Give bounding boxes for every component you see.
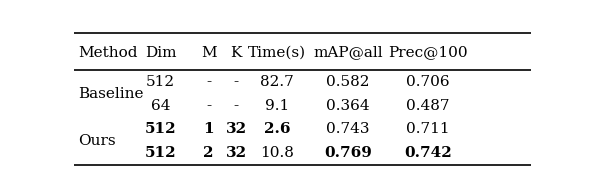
Text: 9.1: 9.1 [265, 99, 289, 113]
Text: Baseline: Baseline [78, 87, 144, 101]
Text: 2: 2 [204, 146, 214, 160]
Text: 0.706: 0.706 [407, 75, 450, 89]
Text: Method: Method [78, 46, 138, 60]
Text: 10.8: 10.8 [260, 146, 294, 160]
Text: Time(s): Time(s) [248, 46, 306, 60]
Text: -: - [234, 75, 238, 89]
Text: M: M [201, 46, 217, 60]
Text: 0.487: 0.487 [407, 99, 450, 113]
Text: -: - [206, 99, 211, 113]
Text: Ours: Ours [78, 134, 116, 148]
Text: 512: 512 [145, 146, 176, 160]
Text: 0.769: 0.769 [324, 146, 372, 160]
Text: -: - [206, 75, 211, 89]
Text: 512: 512 [146, 75, 175, 89]
Text: mAP@all: mAP@all [313, 46, 383, 60]
Text: 512: 512 [145, 122, 176, 137]
Text: 32: 32 [225, 146, 247, 160]
Text: 82.7: 82.7 [260, 75, 294, 89]
Text: 32: 32 [225, 122, 247, 137]
Text: 2.6: 2.6 [264, 122, 290, 137]
Text: 64: 64 [151, 99, 171, 113]
Text: 0.582: 0.582 [326, 75, 370, 89]
Text: 0.711: 0.711 [407, 122, 450, 137]
Text: 1: 1 [204, 122, 214, 137]
Text: 0.742: 0.742 [404, 146, 452, 160]
Text: Dim: Dim [145, 46, 176, 60]
Text: 0.364: 0.364 [326, 99, 370, 113]
Text: Prec@100: Prec@100 [388, 46, 468, 60]
Text: -: - [234, 99, 238, 113]
Text: K: K [230, 46, 242, 60]
Text: 0.743: 0.743 [326, 122, 370, 137]
